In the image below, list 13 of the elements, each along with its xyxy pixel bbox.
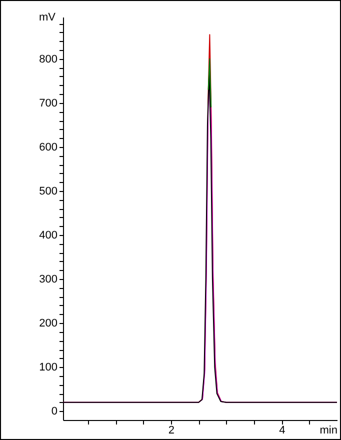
- y-tick-label: 100: [39, 362, 58, 374]
- y-tick-label: 200: [39, 318, 58, 330]
- x-tick-label: 2: [168, 424, 174, 436]
- x-tick-label: 4: [279, 424, 286, 436]
- y-tick-label: 700: [39, 97, 58, 110]
- y-axis-title: mV: [39, 12, 56, 24]
- y-tick-label: 300: [39, 274, 58, 286]
- y-tick-label: 800: [39, 53, 58, 66]
- x-axis-title: min: [320, 424, 338, 436]
- y-tick-label: 500: [39, 185, 58, 198]
- y-tick-label: 0: [51, 406, 58, 418]
- y-tick-label: 400: [39, 230, 58, 242]
- y-tick-label: 600: [39, 141, 58, 154]
